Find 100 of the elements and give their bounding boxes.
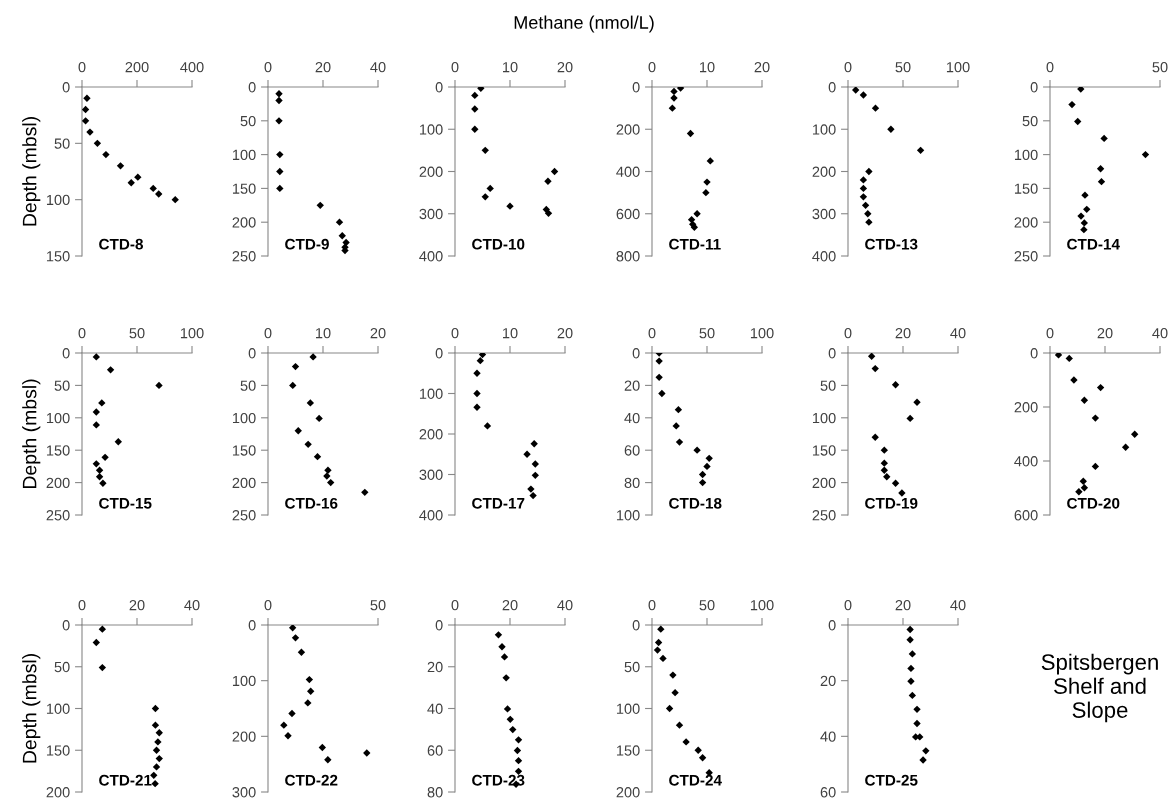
point <box>92 638 100 647</box>
y-tick-label: 250 <box>232 510 256 521</box>
point <box>514 757 523 765</box>
point <box>653 646 662 654</box>
point <box>1074 117 1082 126</box>
annotation: CTD-14 <box>1067 238 1120 250</box>
point <box>361 488 369 496</box>
point <box>1131 430 1139 438</box>
y-tick-label: 100 <box>46 703 70 714</box>
x-tick-label: 0 <box>451 599 459 611</box>
point <box>291 634 300 642</box>
point <box>891 381 900 389</box>
x-tick-label: 50 <box>1152 61 1168 73</box>
annotation: CTD-13 <box>865 238 918 250</box>
point <box>1141 150 1150 159</box>
x-tick-label: 0 <box>1046 61 1054 73</box>
point <box>1080 225 1088 234</box>
point <box>871 364 879 373</box>
point <box>289 381 297 390</box>
y-tick-label: 0 <box>435 620 443 631</box>
point <box>671 688 679 697</box>
point <box>155 381 163 390</box>
point <box>880 459 888 467</box>
point <box>506 715 514 724</box>
y-tick-label: 100 <box>419 124 443 135</box>
point <box>291 362 300 371</box>
x-tick-label: 100 <box>750 327 774 339</box>
x-tick-label: 0 <box>1046 327 1054 339</box>
x-tick-label: 0 <box>451 61 459 73</box>
point <box>668 104 677 112</box>
y-tick-label: 20 <box>427 661 443 673</box>
point <box>1080 484 1089 492</box>
point <box>307 687 315 695</box>
y-tick-label: 0 <box>632 620 640 631</box>
y-tick-label: 50 <box>240 115 256 127</box>
y-tick-label: 50 <box>54 380 70 391</box>
point <box>659 654 667 663</box>
x-tick-label: 10 <box>503 327 518 339</box>
y-tick-label: 600 <box>616 208 640 220</box>
point <box>500 653 509 661</box>
point <box>906 636 914 644</box>
point <box>316 201 324 209</box>
x-tick-label: 40 <box>1152 327 1168 339</box>
y-tick-label: 0 <box>435 82 443 93</box>
y-tick-label: 50 <box>1022 115 1038 127</box>
point <box>693 210 701 218</box>
y-tick-label: 0 <box>248 348 256 359</box>
point <box>861 201 870 209</box>
y-tick-label: 100 <box>812 412 836 424</box>
point <box>116 162 125 170</box>
x-tick-label: 20 <box>557 327 573 339</box>
point <box>916 733 924 741</box>
point <box>871 433 879 441</box>
point <box>514 736 523 744</box>
x-tick-label: 40 <box>950 327 966 339</box>
point <box>706 157 714 165</box>
y-tick-label: 50 <box>54 138 70 149</box>
point <box>305 675 314 684</box>
point <box>675 438 684 446</box>
x-tick-label: 400 <box>180 61 204 73</box>
point <box>891 479 900 487</box>
y-tick-label: 100 <box>46 412 70 424</box>
y-tick-label: 150 <box>1014 183 1038 194</box>
y-tick-label: 200 <box>616 787 640 798</box>
y-tick-label: 0 <box>828 620 836 631</box>
y-tick-label: 400 <box>812 251 836 262</box>
x-tick-label: 0 <box>648 327 656 339</box>
y-tick-label: 400 <box>419 510 443 521</box>
annotation: CTD-8 <box>99 238 144 250</box>
point <box>324 466 332 474</box>
point <box>880 466 888 474</box>
point <box>486 184 494 193</box>
point <box>859 184 868 193</box>
point <box>101 453 109 461</box>
y-tick-label: 0 <box>1030 82 1038 93</box>
x-tick-label: 40 <box>370 61 386 73</box>
y-tick-label: 200 <box>616 124 640 135</box>
point <box>694 746 702 754</box>
point <box>304 440 312 449</box>
annotation: CTD-22 <box>285 774 338 786</box>
y-tick-label: 100 <box>46 194 70 206</box>
x-tick-label: 20 <box>315 61 331 73</box>
y-tick-label: 0 <box>632 82 640 93</box>
point <box>702 188 710 197</box>
point <box>294 427 302 435</box>
point <box>473 389 481 398</box>
point <box>705 454 713 462</box>
point <box>867 353 876 360</box>
point <box>297 648 306 656</box>
x-tick-label: 200 <box>125 61 149 73</box>
y-tick-label: 0 <box>632 348 640 359</box>
y-tick-label: 300 <box>232 787 256 798</box>
point <box>481 146 489 155</box>
point <box>1096 165 1105 173</box>
y-tick-label: 800 <box>616 251 640 262</box>
point <box>151 704 160 713</box>
annotation: CTD-24 <box>669 774 722 786</box>
point <box>665 704 674 713</box>
point <box>513 746 522 755</box>
point <box>275 96 283 105</box>
